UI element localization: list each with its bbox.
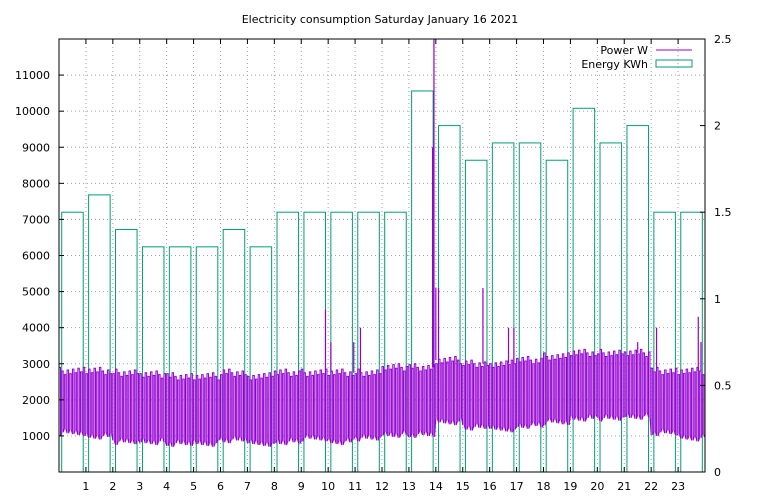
x-tick-label: 19 xyxy=(563,480,577,493)
x-tick-label: 22 xyxy=(644,480,658,493)
y-tick-label: 3000 xyxy=(22,358,50,371)
x-tick-label: 18 xyxy=(537,480,551,493)
x-tick-label: 17 xyxy=(510,480,524,493)
x-tick-label: 1 xyxy=(82,480,89,493)
y2-tick-label: 1 xyxy=(714,293,721,306)
x-tick-label: 5 xyxy=(190,480,197,493)
y-tick-label: 6000 xyxy=(22,250,50,263)
x-tick-label: 6 xyxy=(217,480,224,493)
y-tick-label: 7000 xyxy=(22,213,50,226)
y2-tick-label: 0.5 xyxy=(714,379,732,392)
y-tick-label: 4000 xyxy=(22,322,50,335)
x-tick-label: 15 xyxy=(456,480,470,493)
x-tick-label: 7 xyxy=(244,480,251,493)
y-tick-label: 9000 xyxy=(22,141,50,154)
y2-tick-label: 2.5 xyxy=(714,33,732,46)
energy-bar xyxy=(545,159,569,473)
x-tick-label: 13 xyxy=(402,480,416,493)
y-tick-label: 10000 xyxy=(15,105,50,118)
x-tick-label: 11 xyxy=(348,480,362,493)
y2-tick-label: 2 xyxy=(714,120,721,133)
energy-bar xyxy=(599,142,623,473)
y-tick-label: 11000 xyxy=(15,69,50,82)
energy-bar xyxy=(626,125,649,473)
y2-tick-label: 1.5 xyxy=(714,206,732,219)
chart-title: Electricity consumption Saturday January… xyxy=(242,13,519,26)
legend: Power W Energy KWh xyxy=(581,44,693,71)
legend-power-label: Power W xyxy=(600,44,648,57)
x-tick-label: 20 xyxy=(590,480,604,493)
x-tick-label: 23 xyxy=(671,480,685,493)
y-tick-label: 8000 xyxy=(22,177,50,190)
x-tick-label: 10 xyxy=(321,480,335,493)
x-tick-label: 2 xyxy=(109,480,116,493)
y-tick-label: 2000 xyxy=(22,394,50,407)
axes: 1 2 3 4 5 6 7 8 9 10 11 12 13 14 15 16 17 18 19 20 21 22 23100… xyxy=(15,33,732,493)
x-tick-label: 3 xyxy=(136,480,143,493)
x-tick-label: 14 xyxy=(429,480,443,493)
y-tick-label: 1000 xyxy=(22,430,50,443)
y-tick-label: 5000 xyxy=(22,286,50,299)
x-tick-label: 21 xyxy=(617,480,631,493)
x-tick-label: 4 xyxy=(163,480,170,493)
legend-energy-label: Energy KWh xyxy=(581,58,648,71)
power-line xyxy=(58,39,706,447)
power-series-line xyxy=(58,348,706,447)
x-tick-label: 9 xyxy=(298,480,305,493)
x-tick-label: 16 xyxy=(483,480,497,493)
x-tick-label: 8 xyxy=(271,480,278,493)
y2-tick-label: 0 xyxy=(714,466,721,479)
legend-energy-swatch xyxy=(655,59,693,68)
x-tick-label: 12 xyxy=(375,480,389,493)
